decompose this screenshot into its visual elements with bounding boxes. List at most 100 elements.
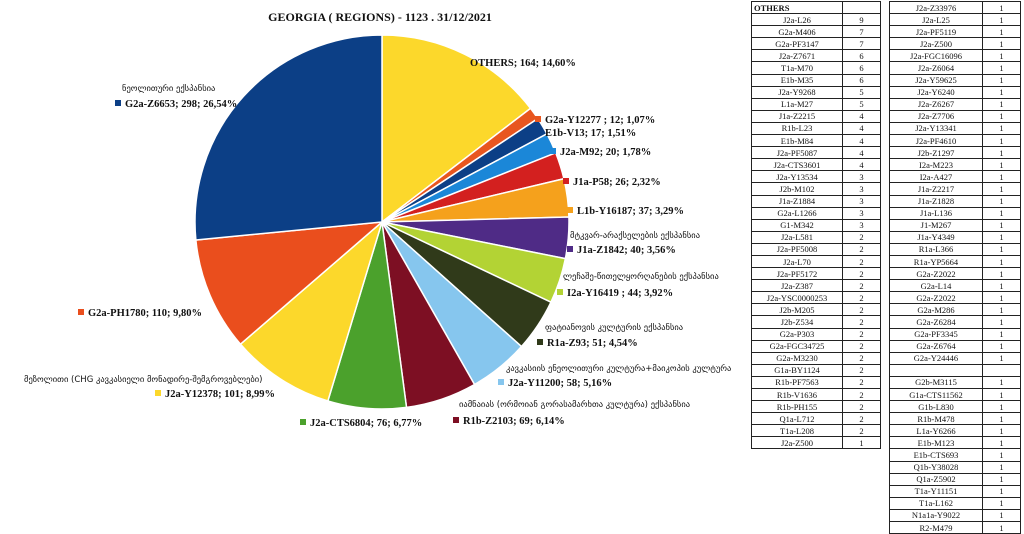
table-row: J2a-L25 1: [889, 13, 1021, 27]
legend-marker-j1a-p58: [563, 178, 569, 184]
haplogroup-cell: T1a-L162: [889, 496, 983, 510]
haplogroup-cell: T1a-L208: [751, 424, 843, 438]
caption-i2a-y16419: ლეჩაშე-წითელყორღანების ექსპანსია: [563, 271, 719, 282]
legend-marker-g2a-ph1780: [78, 309, 84, 315]
data-label-j2a-m92: J2a-M92; 20; 1,78%: [560, 147, 651, 158]
count-cell: 1: [982, 291, 1021, 305]
table-row: J1a-L136 1: [889, 206, 1021, 220]
count-cell: 4: [842, 109, 881, 123]
haplogroup-cell: E1b-M123: [889, 436, 983, 450]
haplogroup-cell: R1b-M478: [889, 412, 983, 426]
table-row: G1a-CTS11562 1: [889, 387, 1021, 402]
haplogroup-cell: E1b-M35: [751, 73, 843, 87]
count-cell: 2: [842, 412, 881, 426]
legend-marker-j2a-y12378: [155, 390, 161, 396]
pie-chart-panel: GEORGIA ( REGIONS) - 1123 . 31/12/2021 O…: [24, 10, 731, 429]
table-row: N1a1a-Y9022 1: [889, 508, 1021, 523]
pie-chart: OTHERS; 164; 14,60% G2a-Y12277 ; 12; 1,07…: [24, 34, 731, 429]
haplogroup-cell: G2a-Y24446: [889, 351, 983, 365]
haplogroup-cell: Q1a-L712: [751, 412, 843, 426]
haplogroup-cell: J2a-Y6240: [889, 85, 983, 99]
count-cell: 2: [842, 254, 881, 269]
count-cell: 1: [982, 146, 1021, 160]
haplogroup-cell: [889, 363, 983, 377]
count-cell: 3: [842, 218, 881, 232]
haplogroup-cell: I2a-M223: [889, 158, 983, 172]
count-cell: 2: [842, 363, 881, 377]
table-row: G2a-Z2022 1: [889, 291, 1021, 305]
legend-marker-e1b-v13: [535, 129, 541, 135]
haplogroup-cell: Q1a-Z5902: [889, 472, 983, 486]
count-cell: 1: [982, 121, 1021, 136]
table-row: J2a-PF5087 4: [751, 146, 881, 160]
legend-marker-g2a-z6653: [115, 100, 121, 106]
table-row: G2a-PF3147 7: [751, 37, 881, 51]
table-row: J2b-M205 2: [751, 303, 881, 317]
table-row: T1a-L208 2: [751, 424, 881, 438]
others-table-right: J2a-Z33976 1 J2a-L25 1 J2a-PF5119 1 J2a-Z500 1 J…: [889, 0, 1021, 534]
haplogroup-cell: J2a-Z7706: [889, 109, 983, 123]
count-cell: 6: [842, 73, 881, 87]
table-row: J2a-PF5008 2: [751, 242, 881, 256]
table-row: J2a-Y6240 1: [889, 85, 1021, 99]
table-row: L1a-Y6266 1: [889, 424, 1021, 438]
table-row: J1-M267 1: [889, 218, 1021, 232]
table-row: G2b-M3115 1: [889, 375, 1021, 390]
haplogroup-cell: J2a-Z500: [751, 436, 843, 450]
chart-title: GEORGIA ( REGIONS) - 1123 . 31/12/2021: [268, 10, 492, 24]
haplogroup-cell: J1a-L136: [889, 206, 983, 220]
haplogroup-cell: Q1b-Y38028: [889, 460, 983, 474]
data-label-j1a-z1842: J1a-Z1842; 40; 3,56%: [577, 245, 676, 256]
count-cell: 1: [982, 267, 1021, 281]
table-row: J2b-Z1297 1: [889, 146, 1021, 160]
count-cell: 1: [982, 97, 1021, 111]
count-cell: 1: [982, 182, 1021, 196]
haplogroup-cell: J2a-FGC16096: [889, 49, 983, 63]
count-cell: 1: [982, 73, 1021, 87]
haplogroup-cell: N1a1a-Y9022: [889, 508, 983, 523]
count-cell: 1: [982, 279, 1021, 293]
count-cell: 1: [982, 375, 1021, 390]
table-row: Q1a-Z5902 1: [889, 472, 1021, 486]
haplogroup-cell: G2a-M286: [889, 303, 983, 317]
count-cell: 5: [842, 97, 881, 111]
count-cell: 2: [842, 230, 881, 244]
count-cell: 1: [982, 13, 1021, 27]
table-row: G1-M342 3: [751, 218, 881, 232]
haplogroup-cell: E1b-M84: [751, 134, 843, 148]
count-cell: 1: [982, 49, 1021, 63]
table-row: G2a-Z6764 1: [889, 339, 1021, 353]
haplogroup-cell: G2a-PF3345: [889, 327, 983, 341]
count-cell: 4: [842, 146, 881, 160]
table-header-row: OTHERS: [751, 0, 881, 15]
count-cell: 3: [842, 194, 881, 208]
count-cell: 1: [982, 351, 1021, 365]
count-cell: 5: [842, 85, 881, 99]
count-cell: 2: [842, 400, 881, 414]
table-row: G1b-L830 1: [889, 400, 1021, 414]
count-cell: 1: [982, 484, 1021, 498]
count-cell: 3: [842, 206, 881, 220]
table-row: [889, 363, 1021, 377]
count-cell: 1: [982, 25, 1021, 39]
count-cell: 1: [982, 37, 1021, 51]
count-cell: 3: [842, 170, 881, 184]
count-cell: 1: [982, 0, 1021, 15]
legend-marker-r1a-z93: [537, 339, 543, 345]
count-cell: 1: [982, 303, 1021, 317]
haplogroup-cell: G1-M342: [751, 218, 843, 232]
pie-slice-others: [381, 34, 532, 224]
pie-slice-g2a-z6653: [194, 34, 383, 241]
data-label-j2a-y12378: J2a-Y12378; 101; 8,99%: [165, 389, 275, 400]
data-label-others: OTHERS; 164; 14,60%: [470, 58, 576, 69]
count-cell: 1: [982, 436, 1021, 450]
haplogroup-cell: G2a-M3230: [751, 351, 843, 365]
caption-j1a-z1842: მტკვარ-არაქსელების ექსპანსია: [570, 230, 700, 241]
caption-g2a-z6653: ნეოლითური ექსპანსია: [122, 83, 215, 94]
haplogroup-cell: G2a-Z2022: [889, 291, 983, 305]
count-cell: 1: [982, 339, 1021, 353]
table-row: J2a-Z7671 6: [751, 49, 881, 63]
table-row: G2a-FGC34725 2: [751, 339, 881, 353]
haplogroup-cell: J1a-Z1828: [889, 194, 983, 208]
count-cell: 4: [842, 134, 881, 148]
